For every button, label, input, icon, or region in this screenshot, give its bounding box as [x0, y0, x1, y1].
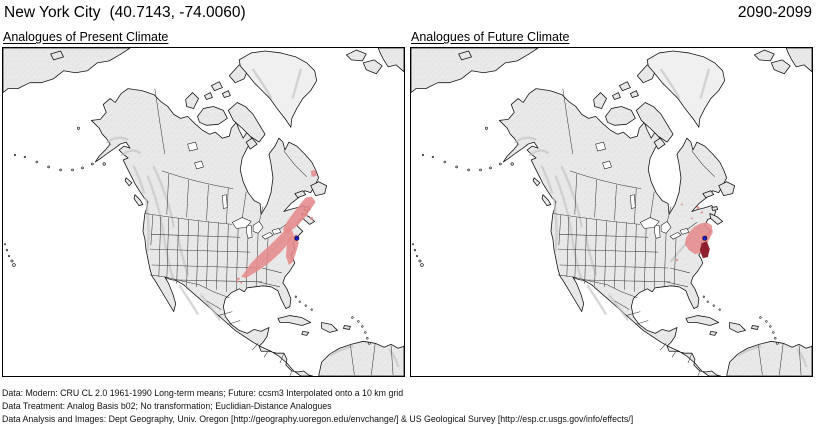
nyc-marker-present: [294, 235, 300, 241]
panel-label-future: Analogues of Future Climate: [411, 30, 570, 44]
analog-regions-future: [675, 203, 713, 262]
panel-label-present: Analogues of Present Climate: [3, 30, 169, 44]
nyc-marker-future: [702, 235, 708, 241]
strong-analog-region: [699, 241, 710, 259]
period-label: 2090-2099: [737, 4, 812, 21]
footer-data-treatment: Data Treatment: Analog Basis b02; No tra…: [2, 401, 332, 411]
map-future-climate: [410, 47, 813, 377]
analog-regions-present: [236, 169, 317, 284]
footer-data-source: Data: Modern: CRU CL 2.0 1961-1990 Long-…: [2, 388, 404, 398]
page-title: New York City (40.7143, -74.0060): [4, 4, 246, 21]
city-name: New York City: [4, 4, 101, 21]
footer-credits: Data Analysis and Images: Dept Geography…: [2, 414, 634, 424]
map-present-climate: [2, 47, 405, 377]
city-coordinates: (40.7143, -74.0060): [109, 4, 246, 21]
